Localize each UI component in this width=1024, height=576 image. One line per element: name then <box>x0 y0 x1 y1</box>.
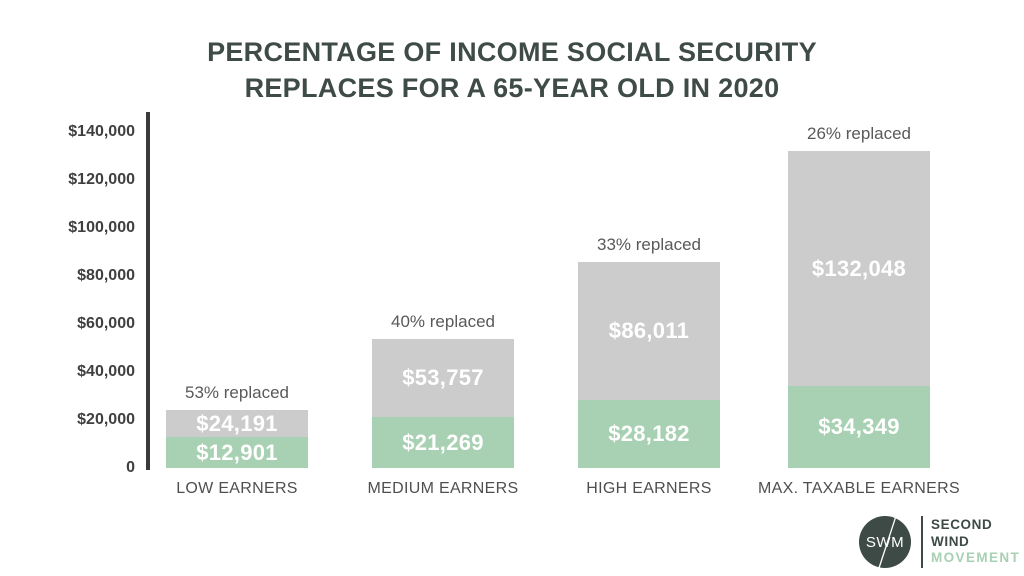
y-axis-tick-label: $100,000 <box>68 219 135 236</box>
replaced-annotation: 40% replaced <box>391 312 495 331</box>
benefit-value-label: $12,901 <box>196 439 278 465</box>
income-segment: $24,191 <box>166 410 308 437</box>
income-value-label: $24,191 <box>196 410 278 436</box>
y-axis-tick-label: 0 <box>126 459 135 476</box>
chart-title-line1: PERCENTAGE OF INCOME SOCIAL SECURITY <box>207 37 817 67</box>
category-label-high-earners: HIGH EARNERS <box>586 480 712 497</box>
chart-title: PERCENTAGE OF INCOME SOCIAL SECURITY REP… <box>0 34 1024 106</box>
benefit-segment: $12,901 <box>166 437 308 468</box>
benefit-segment: $34,349 <box>788 386 930 468</box>
logo-word-wind: WIND <box>931 533 970 549</box>
y-axis-tick-label: $120,000 <box>68 171 135 188</box>
y-axis-tick-label: $60,000 <box>77 315 135 332</box>
income-segment: $86,011 <box>578 262 720 400</box>
benefit-segment: $28,182 <box>578 400 720 468</box>
bar-medium-earners: 40% replaced $53,757 $21,269 <box>372 312 514 468</box>
income-segment: $132,048 <box>788 151 930 386</box>
category-label-max-taxable-earners: MAX. TAXABLE EARNERS <box>758 480 960 497</box>
swm-logo-icon: SWM <box>859 515 911 569</box>
bar-max-taxable-earners: 26% replaced $132,048 $34,349 <box>788 124 930 468</box>
benefit-value-label: $21,269 <box>402 429 484 455</box>
bar-low-earners: 53% replaced $24,191 $12,901 <box>166 383 308 468</box>
logo-word-movement: MOVEMENT <box>931 550 1021 566</box>
category-label-medium-earners: MEDIUM EARNERS <box>367 480 519 497</box>
y-axis-tick-label: $140,000 <box>68 123 135 140</box>
income-value-label: $53,757 <box>402 365 484 390</box>
y-axis-line <box>146 112 150 470</box>
bar-high-earners: 33% replaced $86,011 $28,182 <box>578 235 720 468</box>
benefit-value-label: $34,349 <box>818 414 900 439</box>
logo-monogram: SWM <box>866 534 904 551</box>
y-axis-tick-label: $80,000 <box>77 267 135 284</box>
logo: SWM SECOND WIND MOVEMENT <box>858 515 1020 569</box>
category-label-low-earners: LOW EARNERS <box>176 480 298 497</box>
y-axis-tick-label: $40,000 <box>77 363 135 380</box>
logo-divider <box>921 516 923 568</box>
logo-word-second: SECOND <box>931 517 993 533</box>
income-value-label: $86,011 <box>608 318 690 343</box>
logo-wordmark: SECOND WIND MOVEMENT <box>931 517 1020 567</box>
replaced-annotation: 53% replaced <box>185 383 289 402</box>
benefit-segment: $21,269 <box>372 417 514 468</box>
income-value-label: $132,048 <box>811 255 907 281</box>
benefit-value-label: $28,182 <box>608 421 690 446</box>
income-segment: $53,757 <box>372 339 514 417</box>
chart-title-line2: REPLACES FOR A 65-YEAR OLD IN 2020 <box>244 73 780 103</box>
y-axis: $140,000 $120,000 $100,000 $80,000 $60,000 $4… <box>0 0 135 576</box>
plot-area: 53% replaced $24,191 $12,901 40% replaced $5… <box>166 124 930 468</box>
replaced-annotation: 33% replaced <box>597 235 701 254</box>
y-axis-tick-label: $20,000 <box>77 411 135 428</box>
replaced-annotation: 26% replaced <box>807 124 911 143</box>
